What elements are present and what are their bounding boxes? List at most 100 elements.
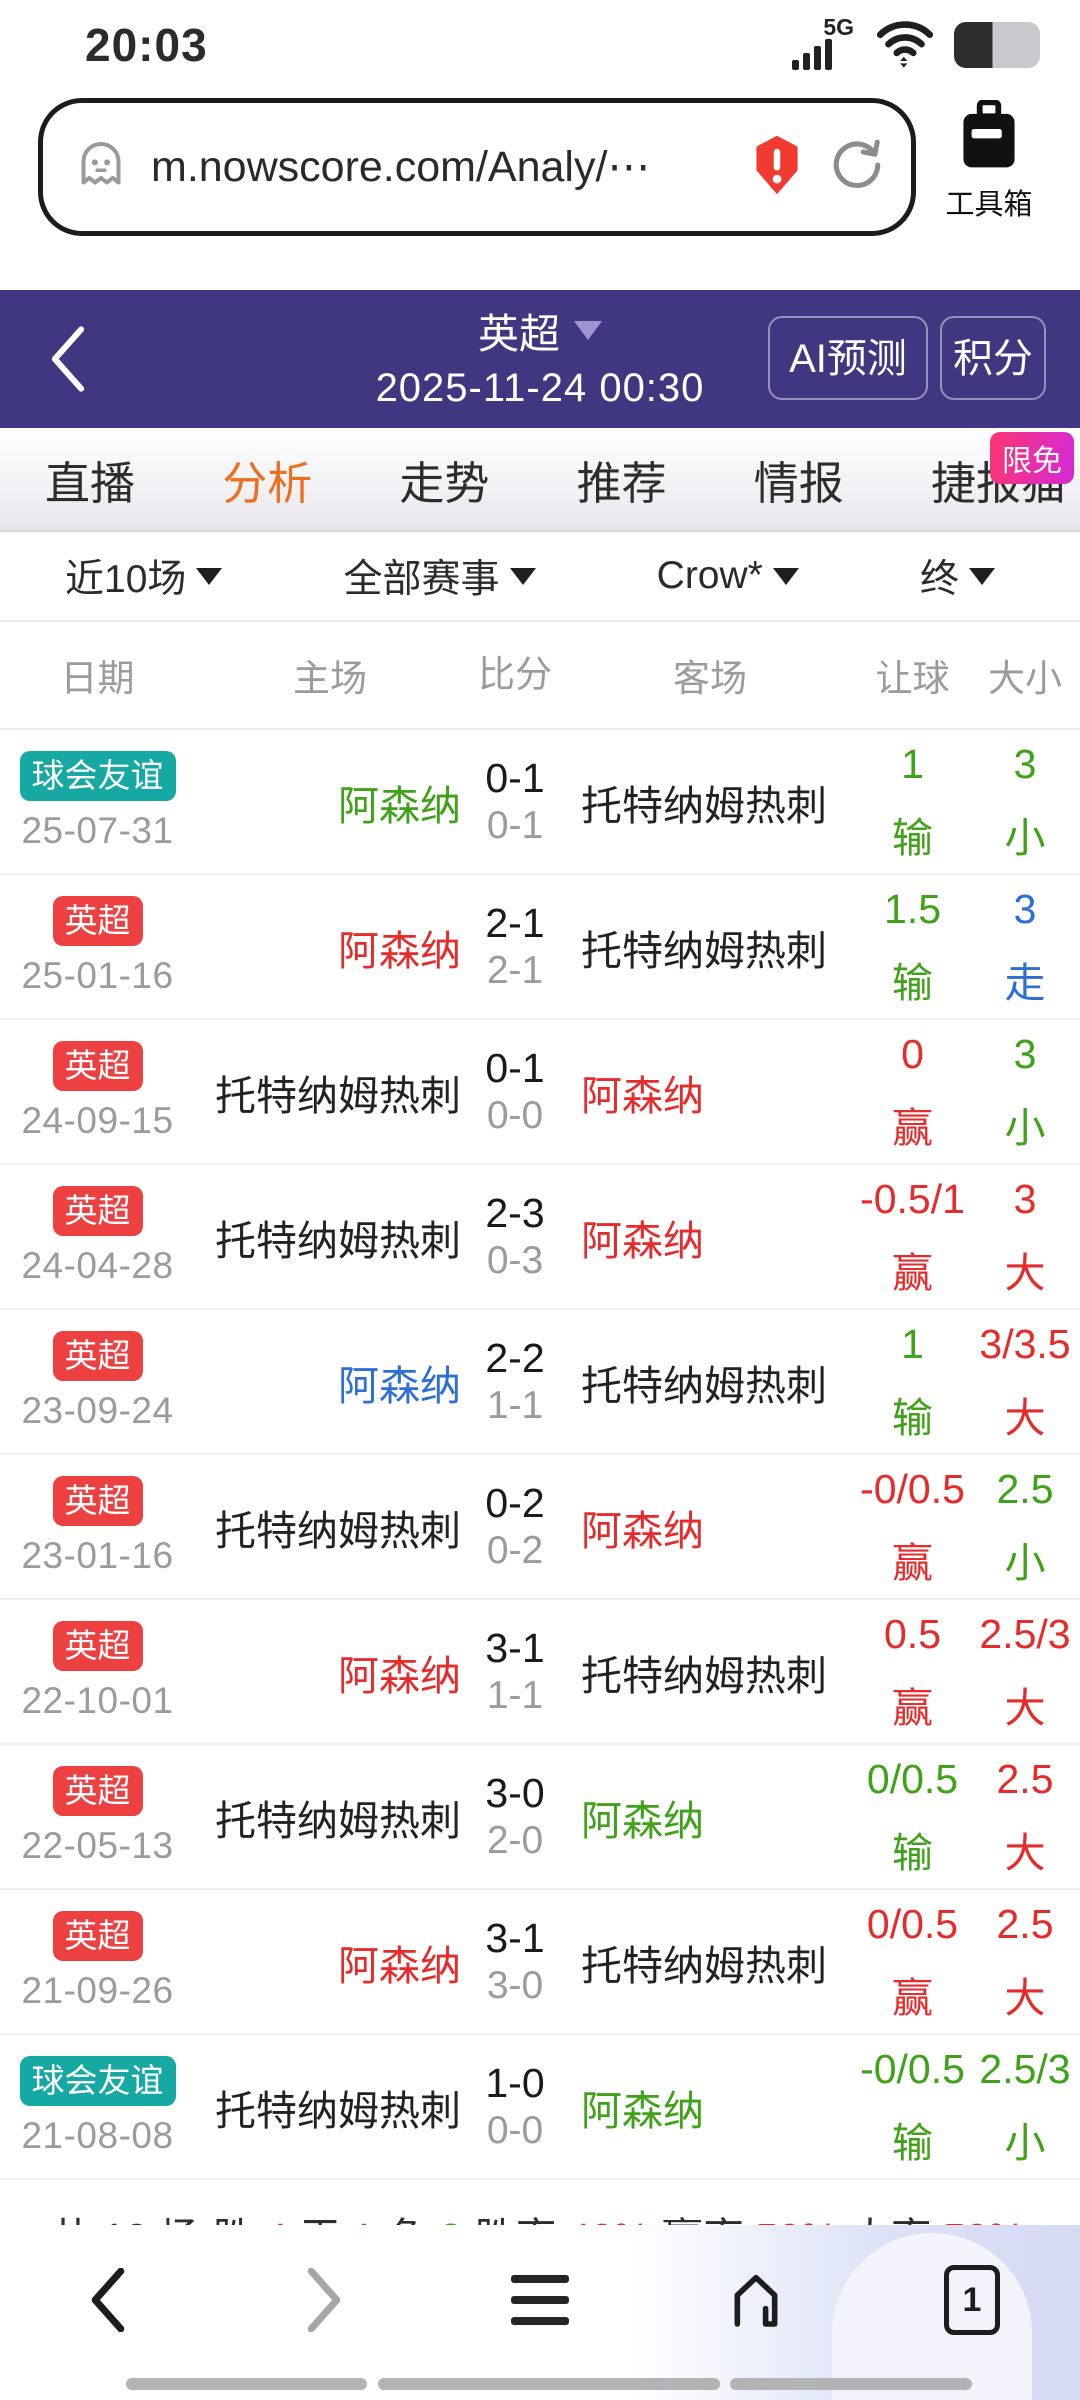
handicap-cell: -0.5/1 赢 <box>855 1178 970 1294</box>
home-team[interactable]: 托特纳姆热刺 <box>215 2087 461 2134</box>
match-row[interactable]: 英超 23-01-16 托特纳姆热刺 0-2 0-2 阿森纳 -0/0.5 赢 … <box>0 1455 1080 1600</box>
status-icons: 5G <box>792 14 1040 74</box>
chevron-down-icon <box>968 567 995 585</box>
home-team[interactable]: 阿森纳 <box>338 1942 461 1989</box>
filter-all-competitions[interactable]: 全部赛事 <box>344 548 536 604</box>
filter-recent-matches[interactable]: 近10场 <box>65 548 223 604</box>
stats-win-rate: 胜率 40% <box>474 2204 649 2225</box>
fulltime-score: 1-0 <box>485 2059 545 2106</box>
match-row[interactable]: 球会友谊 21-08-08 托特纳姆热刺 1-0 0-0 阿森纳 -0/0.5 … <box>0 2035 1080 2180</box>
handicap-line: -0/0.5 <box>860 2046 965 2093</box>
url-text[interactable]: m.nowscore.com/Analy/⋯ <box>151 143 651 191</box>
match-row[interactable]: 英超 22-10-01 阿森纳 3-1 1-1 托特纳姆热刺 0.5 赢 2.5… <box>0 1600 1080 1745</box>
refresh-icon[interactable] <box>827 136 885 199</box>
match-row[interactable]: 英超 24-09-15 托特纳姆热刺 0-1 0-0 阿森纳 0 赢 3 小 <box>0 1020 1080 1165</box>
match-date: 23-01-16 <box>21 1534 174 1576</box>
home-team[interactable]: 阿森纳 <box>338 782 461 829</box>
nav-back-button[interactable] <box>0 2225 216 2375</box>
match-title[interactable]: 英超 2025-11-24 00:30 <box>0 300 1080 411</box>
home-team[interactable]: 阿森纳 <box>338 1362 461 1409</box>
league-badge: 英超 <box>52 1476 143 1526</box>
security-warning-icon[interactable] <box>751 134 803 201</box>
match-row[interactable]: 英超 21-09-26 阿森纳 3-1 3-0 托特纳姆热刺 0/0.5 赢 2… <box>0 1890 1080 2035</box>
home-team[interactable]: 托特纳姆热刺 <box>215 1072 461 1119</box>
away-team[interactable]: 阿森纳 <box>581 1217 704 1264</box>
handicap-result: 赢 <box>892 1684 933 1731</box>
standings-button[interactable]: 积分 <box>940 316 1046 400</box>
away-team[interactable]: 阿森纳 <box>581 1797 704 1844</box>
tab-recommend[interactable]: 推荐 <box>576 457 667 509</box>
handicap-cell: 1.5 输 <box>855 888 970 1004</box>
tab-intel[interactable]: 情报 <box>753 457 844 509</box>
filter-bookmaker[interactable]: Crow* <box>657 554 799 598</box>
col-header-score: 比分 <box>478 653 552 695</box>
away-team[interactable]: 托特纳姆热刺 <box>581 1362 827 1409</box>
over-under-result: 大 <box>1004 1684 1046 1731</box>
toolbox-icon <box>963 99 1015 168</box>
tab-trend[interactable]: 走势 <box>399 457 490 509</box>
over-under-line: 2.5 <box>996 1756 1054 1803</box>
handicap-result: 赢 <box>892 1104 933 1151</box>
away-team[interactable]: 托特纳姆热刺 <box>581 782 827 829</box>
match-date: 25-01-16 <box>21 954 174 996</box>
nav-tabs-button[interactable]: 1 <box>864 2225 1080 2375</box>
match-row[interactable]: 英超 22-05-13 托特纳姆热刺 3-0 2-0 阿森纳 0/0.5 输 2… <box>0 1745 1080 1890</box>
match-row[interactable]: 英超 23-09-24 阿森纳 2-2 1-1 托特纳姆热刺 1 输 3/3.5… <box>0 1310 1080 1455</box>
away-team[interactable]: 阿森纳 <box>581 1507 704 1554</box>
handicap-line: 0.5 <box>884 1611 941 1658</box>
home-team[interactable]: 阿森纳 <box>338 1652 461 1699</box>
match-row[interactable]: 球会友谊 25-07-31 阿森纳 0-1 0-1 托特纳姆热刺 1 输 3 小 <box>0 730 1080 875</box>
chevron-down-icon <box>509 567 536 585</box>
home-team[interactable]: 阿森纳 <box>338 927 461 974</box>
handicap-result: 输 <box>892 814 933 861</box>
fulltime-score: 0-1 <box>485 1044 545 1091</box>
handicap-cell: 1 输 <box>855 1323 970 1439</box>
away-team[interactable]: 托特纳姆热刺 <box>581 1652 827 1699</box>
filter-bar: 近10场 全部赛事 Crow* 终 <box>0 532 1080 622</box>
nav-forward-button[interactable] <box>216 2225 432 2375</box>
col-header-home: 主场 <box>293 658 367 699</box>
home-team[interactable]: 托特纳姆热刺 <box>215 1797 461 1844</box>
match-row[interactable]: 英超 25-01-16 阿森纳 2-1 2-1 托特纳姆热刺 1.5 输 3 走 <box>0 875 1080 1020</box>
league-badge: 英超 <box>52 896 143 946</box>
over-under-result: 小 <box>1004 1104 1046 1151</box>
away-team[interactable]: 阿森纳 <box>581 1072 704 1119</box>
halftime-score: 3-0 <box>486 1963 544 2007</box>
over-under-result: 走 <box>1004 959 1046 1006</box>
fulltime-score: 3-1 <box>485 1624 545 1671</box>
col-header-over-under: 大小 <box>988 658 1062 699</box>
over-under-cell: 3 大 <box>970 1178 1080 1294</box>
url-bar[interactable]: m.nowscore.com/Analy/⋯ <box>38 98 916 236</box>
fulltime-score: 2-3 <box>485 1189 545 1236</box>
ai-predict-button[interactable]: AI预测 <box>768 316 928 400</box>
away-team[interactable]: 托特纳姆热刺 <box>581 1942 827 1989</box>
score-cell: 2-1 2-1 <box>465 899 565 993</box>
league-name[interactable]: 英超 <box>478 311 560 357</box>
handicap-result: 输 <box>892 1394 933 1441</box>
nav-menu-button[interactable] <box>432 2225 648 2375</box>
filter-odds-time[interactable]: 终 <box>920 548 995 604</box>
toolbox-button[interactable]: 工具箱 <box>934 99 1044 223</box>
match-date: 21-09-26 <box>21 1969 174 2011</box>
over-under-cell: 3 小 <box>970 743 1080 859</box>
score-cell: 0-1 0-1 <box>465 755 565 848</box>
over-under-cell: 3 小 <box>970 1033 1080 1149</box>
battery-icon <box>954 22 1040 68</box>
back-button[interactable] <box>48 326 88 392</box>
home-team[interactable]: 托特纳姆热刺 <box>215 1507 461 1554</box>
home-team[interactable]: 托特纳姆热刺 <box>215 1217 461 1264</box>
tab-live[interactable]: 直播 <box>45 457 136 509</box>
fulltime-score: 3-0 <box>485 1769 545 1816</box>
away-team[interactable]: 阿森纳 <box>581 2087 704 2134</box>
stats-losses: 负 3 <box>387 2204 462 2225</box>
handicap-result: 赢 <box>892 1974 933 2021</box>
tab-analysis[interactable]: 分析 <box>222 457 313 509</box>
match-date: 21-08-08 <box>21 2114 174 2156</box>
nav-hint-bars <box>0 2378 1080 2392</box>
fulltime-score: 2-1 <box>485 899 545 946</box>
away-team[interactable]: 托特纳姆热刺 <box>581 927 827 974</box>
stats-wins: 胜 4 <box>212 2204 287 2225</box>
match-row[interactable]: 英超 24-04-28 托特纳姆热刺 2-3 0-3 阿森纳 -0.5/1 赢 … <box>0 1165 1080 1310</box>
over-under-line: 3/3.5 <box>979 1321 1071 1368</box>
nav-home-button[interactable] <box>648 2225 864 2375</box>
